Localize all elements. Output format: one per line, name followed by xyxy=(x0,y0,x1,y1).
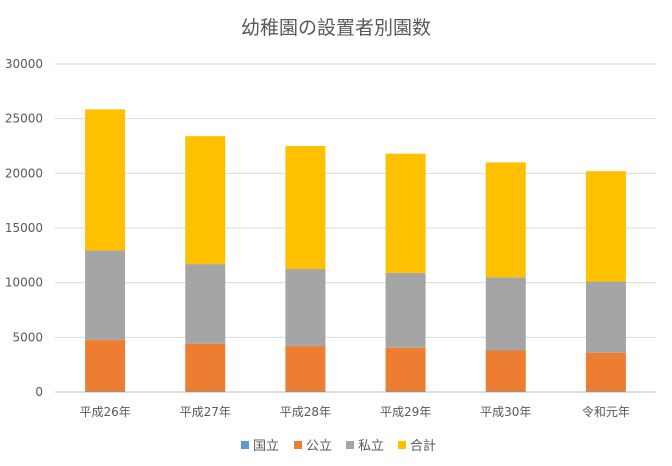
y-tick-label: 20000 xyxy=(5,166,43,180)
legend-swatch xyxy=(294,441,302,449)
y-tick-label: 5000 xyxy=(12,330,43,344)
x-tick-label: 平成27年 xyxy=(180,405,231,419)
legend-label: 合計 xyxy=(410,438,436,454)
bar-segment xyxy=(585,391,626,392)
x-axis-ticks: 平成26年 平成27年 平成28年 平成29年 平成30年 令和元年 xyxy=(79,404,629,419)
legend-swatch xyxy=(241,441,249,449)
bar-segment xyxy=(485,277,526,351)
x-tick-label: 令和元年 xyxy=(582,404,630,419)
y-tick-label: 15000 xyxy=(5,221,43,235)
bar-segment xyxy=(385,347,426,392)
bar-segment xyxy=(85,250,126,341)
y-tick-label: 30000 xyxy=(5,57,43,71)
bar-segment xyxy=(585,281,626,353)
y-tick-label: 0 xyxy=(35,385,43,399)
legend-label: 私立 xyxy=(358,439,384,454)
x-tick-label: 平成26年 xyxy=(79,405,130,419)
y-axis-ticks: 0 5000 10000 15000 20000 25000 30000 xyxy=(5,57,43,399)
legend-swatch xyxy=(346,441,354,449)
bar-segment xyxy=(185,391,226,392)
bar-segment xyxy=(85,340,126,392)
bar-segment xyxy=(185,136,226,265)
bar-segment xyxy=(385,391,426,392)
bar-segment xyxy=(285,391,326,392)
x-tick-label: 平成28年 xyxy=(280,405,331,419)
bar-segment xyxy=(385,272,426,348)
legend: 国立 公立 私立 合計 xyxy=(241,438,436,454)
chart-title: 幼稚園の設置者別園数 xyxy=(241,17,431,39)
bar-segment xyxy=(285,346,326,392)
bar-segment xyxy=(185,264,226,344)
bar-segment xyxy=(485,391,526,392)
bar-segment xyxy=(285,146,326,270)
bar-segment xyxy=(485,350,526,392)
legend-swatch xyxy=(398,441,406,449)
bar-segment xyxy=(585,352,626,392)
bar-segment xyxy=(85,109,126,251)
y-tick-label: 10000 xyxy=(5,276,43,290)
legend-label: 公立 xyxy=(306,439,332,454)
x-tick-label: 平成30年 xyxy=(480,405,531,419)
bar-segment xyxy=(285,269,326,347)
y-tick-label: 25000 xyxy=(5,112,43,126)
bar-segment xyxy=(185,343,226,392)
gridlines xyxy=(55,63,656,393)
x-tick-label: 平成29年 xyxy=(380,405,431,419)
legend-label: 国立 xyxy=(253,439,279,454)
bar-segment xyxy=(85,391,126,392)
bars xyxy=(85,109,626,392)
bar-segment xyxy=(385,153,426,273)
bar-segment xyxy=(485,162,526,278)
bar-segment xyxy=(585,171,626,282)
